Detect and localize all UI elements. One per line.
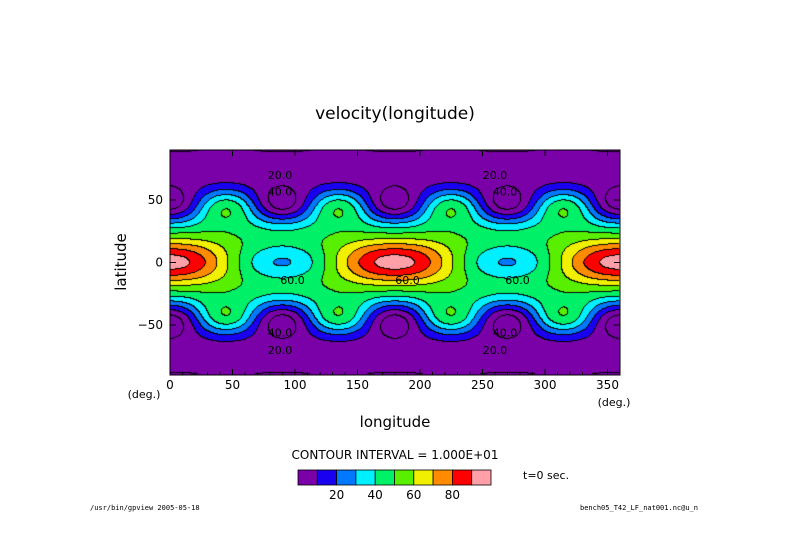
colorbar-swatch [374, 469, 395, 486]
contour-label: 40.0 [493, 327, 518, 340]
y-axis-label: latitude [112, 233, 130, 291]
colorbar-swatch [432, 469, 453, 486]
colorbar-swatch [297, 469, 318, 486]
x-tick-label: 150 [346, 378, 369, 392]
colorbar-tick-label: 20 [329, 488, 344, 502]
contour-label: 60.0 [395, 274, 420, 287]
colorbar-swatch [316, 469, 337, 486]
colorbar-swatch [355, 469, 376, 486]
x-tick-label: 350 [596, 378, 619, 392]
contour-label: 20.0 [268, 344, 293, 357]
colorbar-swatch [336, 469, 357, 486]
colorbar: 20 40 60 80 [297, 469, 492, 502]
x-unit-label: (deg.) [598, 396, 631, 409]
colorbar-swatch [394, 469, 415, 486]
contour-label: 60.0 [505, 274, 530, 287]
y-tick-label: −50 [138, 318, 163, 332]
contour-label: 60.0 [280, 274, 305, 287]
x-axis: 0 50 100 150 200 250 300 350 [166, 150, 619, 392]
contour-label: 40.0 [268, 185, 293, 198]
x-tick-label: 200 [409, 378, 432, 392]
y-tick-label: 50 [148, 193, 163, 207]
colorbar-tick-label: 60 [406, 488, 421, 502]
plot-area: 20.0 40.0 60.0 20.0 40.0 60.0 60.0 40.0 20.0 40.0… [169, 149, 621, 376]
footer-right: bench05_T42_LF_nat001.nc@u_n [580, 504, 698, 512]
x-tick-label: 0 [166, 378, 174, 392]
colorbar-swatch [451, 469, 473, 486]
x-tick-label: 300 [534, 378, 557, 392]
time-label: t=0 sec. [523, 469, 569, 482]
y-axis: −50 0 50 [138, 193, 620, 332]
contour-labels: 20.0 40.0 60.0 20.0 40.0 60.0 60.0 40.0 20.0 40.0… [268, 169, 530, 357]
y-tick-label: 0 [155, 256, 163, 270]
x-tick-label: 250 [471, 378, 494, 392]
chart-title: velocity(longitude) [315, 104, 475, 124]
colorbar-swatch [413, 469, 434, 486]
contour-interval-text: CONTOUR INTERVAL = 1.000E+01 [292, 448, 499, 462]
x-tick-label: 100 [284, 378, 307, 392]
footer-left: /usr/bin/gpview 2005-05-18 [90, 504, 200, 512]
colorbar-tick-label: 80 [445, 488, 460, 502]
contour-field [170, 150, 620, 375]
contour-label: 20.0 [483, 344, 508, 357]
colorbar-swatch [471, 469, 492, 486]
contour-label: 40.0 [268, 327, 293, 340]
contour-label: 40.0 [493, 185, 518, 198]
contour-label: 20.0 [483, 169, 508, 182]
colorbar-tick-label: 40 [368, 488, 383, 502]
contour-label: 20.0 [268, 169, 293, 182]
x-axis-label: longitude [360, 413, 431, 431]
x-tick-label: 50 [225, 378, 240, 392]
y-unit-label: (deg.) [128, 388, 161, 401]
